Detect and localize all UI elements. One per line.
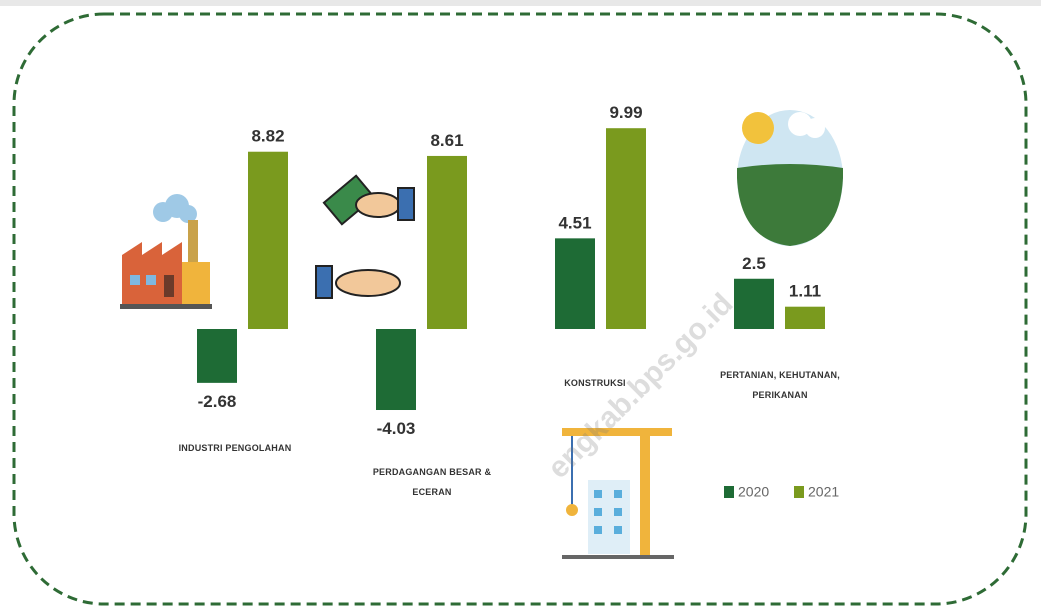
value-label: -2.68 bbox=[198, 392, 237, 411]
legend-label: 2021 bbox=[808, 484, 839, 500]
value-label: 9.99 bbox=[609, 103, 642, 122]
bar bbox=[785, 306, 825, 329]
bar bbox=[197, 329, 237, 383]
category-label: INDUSTRI PENGOLAHAN bbox=[178, 443, 292, 453]
bar bbox=[606, 128, 646, 329]
bar bbox=[427, 155, 467, 329]
legend-swatch bbox=[794, 486, 804, 498]
category-label: PERTANIAN, KEHUTANAN, PERIKANAN bbox=[720, 370, 840, 400]
value-label: -4.03 bbox=[377, 419, 416, 438]
bar bbox=[555, 238, 595, 329]
bar bbox=[376, 329, 416, 411]
top-strip bbox=[0, 0, 1041, 6]
dashed-frame bbox=[12, 12, 1028, 606]
money-hands-icon bbox=[315, 174, 415, 299]
value-label: 1.11 bbox=[789, 282, 821, 301]
farm-icon bbox=[737, 110, 843, 246]
construction-icon bbox=[562, 428, 674, 559]
bar bbox=[248, 151, 288, 329]
value-label: 4.51 bbox=[558, 213, 591, 232]
factory-icon bbox=[120, 194, 212, 309]
category-label: KONSTRUKSI bbox=[564, 378, 626, 388]
bar bbox=[734, 278, 774, 329]
value-label: 8.82 bbox=[251, 127, 284, 146]
value-label: 8.61 bbox=[430, 131, 463, 150]
value-label: 2.5 bbox=[742, 254, 766, 273]
legend-label: 2020 bbox=[738, 484, 769, 500]
category-label: PERDAGANGAN BESAR & ECERAN bbox=[372, 467, 492, 497]
legend-swatch bbox=[724, 486, 734, 498]
